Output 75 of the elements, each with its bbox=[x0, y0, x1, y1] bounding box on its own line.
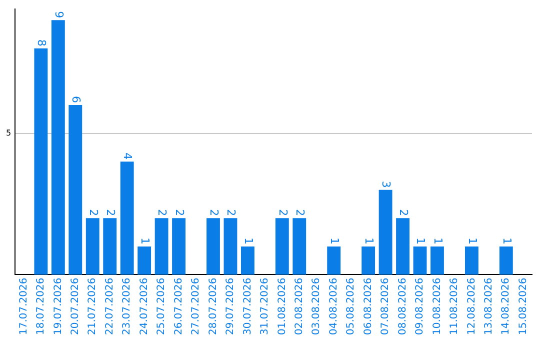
data-label: 1 bbox=[414, 237, 428, 244]
bar bbox=[34, 48, 48, 275]
bar bbox=[120, 162, 134, 275]
x-tick-label: 27.07.2026 bbox=[190, 278, 202, 336]
bar bbox=[362, 246, 376, 275]
data-label: 1 bbox=[466, 237, 479, 244]
x-tick-label: 29.07.2026 bbox=[225, 278, 236, 336]
x-tick-label: 12.08.2026 bbox=[466, 278, 478, 336]
bar bbox=[103, 218, 117, 275]
bar bbox=[206, 218, 220, 275]
data-label: 1 bbox=[242, 237, 255, 244]
bar bbox=[396, 218, 410, 275]
x-tick-label: 22.07.2026 bbox=[104, 278, 116, 336]
x-tick-label: 10.08.2026 bbox=[432, 278, 443, 336]
bar bbox=[413, 246, 427, 275]
bar bbox=[464, 246, 478, 275]
x-tick-label: 25.07.2026 bbox=[156, 278, 168, 336]
data-label: 8 bbox=[35, 39, 48, 46]
bar bbox=[224, 218, 238, 275]
bar bbox=[154, 218, 168, 275]
x-tick-label: 13.08.2026 bbox=[484, 278, 495, 336]
data-label: 1 bbox=[431, 237, 444, 244]
bar bbox=[499, 246, 513, 275]
x-tick-label: 14.08.2026 bbox=[500, 278, 512, 336]
x-tick-label: 01.08.2026 bbox=[276, 278, 288, 336]
bar bbox=[68, 104, 82, 275]
x-tick-label: 07.08.2026 bbox=[380, 278, 392, 336]
data-label: 6 bbox=[70, 96, 83, 103]
data-label: 2 bbox=[207, 209, 220, 216]
bar bbox=[292, 218, 306, 275]
bar bbox=[275, 218, 289, 275]
data-label: 3 bbox=[380, 180, 393, 188]
x-tick-label: 02.08.2026 bbox=[294, 278, 305, 336]
x-tick-label: 06.08.2026 bbox=[362, 278, 374, 336]
data-label: 1 bbox=[362, 237, 376, 244]
x-tick-label: 23.07.2026 bbox=[122, 278, 133, 336]
x-tick-label: 26.07.2026 bbox=[173, 278, 184, 336]
x-tick-label: 04.08.2026 bbox=[328, 278, 340, 336]
bar bbox=[86, 218, 100, 275]
data-label: 2 bbox=[172, 209, 186, 216]
y-tick-label: 5 bbox=[6, 128, 12, 138]
data-label: 2 bbox=[294, 209, 307, 216]
data-label: 2 bbox=[396, 209, 410, 216]
x-tick-label: 28.07.2026 bbox=[208, 278, 219, 336]
x-tick-label: 21.07.2026 bbox=[87, 278, 98, 336]
x-tick-label: 17.07.2026 bbox=[18, 278, 30, 336]
bar bbox=[138, 246, 152, 275]
x-tick-label: 20.07.2026 bbox=[70, 278, 81, 336]
x-tick-label: 18.07.2026 bbox=[36, 278, 47, 336]
data-label: 2 bbox=[276, 209, 290, 216]
data-label: 2 bbox=[224, 209, 238, 216]
data-label: 9 bbox=[52, 11, 66, 18]
bar bbox=[327, 246, 341, 275]
bar bbox=[430, 246, 444, 275]
bar bbox=[172, 218, 186, 275]
x-tick-label: 11.08.2026 bbox=[449, 278, 460, 336]
x-tick-label: 30.07.2026 bbox=[242, 278, 254, 336]
x-tick-label: 15.08.2026 bbox=[518, 278, 529, 336]
data-label: 2 bbox=[104, 209, 117, 216]
data-label: 2 bbox=[86, 209, 100, 216]
data-label: 2 bbox=[156, 209, 169, 216]
x-tick-label: 31.07.2026 bbox=[260, 278, 271, 336]
x-tick-label: 24.07.2026 bbox=[138, 278, 150, 336]
bar bbox=[51, 20, 65, 275]
bar bbox=[378, 190, 392, 275]
bar bbox=[240, 246, 254, 275]
data-label: 4 bbox=[121, 152, 134, 160]
data-label: 1 bbox=[500, 237, 514, 244]
x-tick-label: 05.08.2026 bbox=[346, 278, 357, 336]
data-label: 1 bbox=[328, 237, 341, 244]
x-tick-label: 08.08.2026 bbox=[397, 278, 408, 336]
x-tick-label: 03.08.2026 bbox=[311, 278, 322, 336]
x-tick-label: 19.07.2026 bbox=[52, 278, 64, 336]
data-label: 1 bbox=[138, 237, 152, 244]
x-tick-label: 09.08.2026 bbox=[414, 278, 426, 336]
